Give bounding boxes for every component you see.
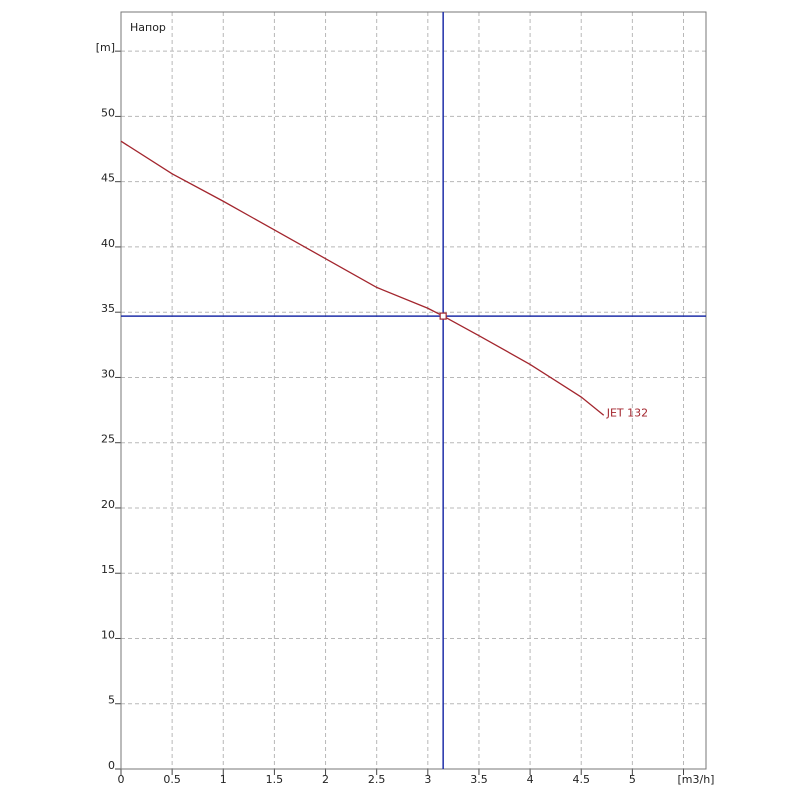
x-tick-label: 3.5 — [470, 773, 488, 786]
series-line — [120, 140, 605, 416]
y-tick-label: 40 — [101, 237, 115, 250]
y-tick-label: 0 — [108, 759, 115, 772]
operating-point — [439, 312, 447, 320]
y-tick-label: 20 — [101, 498, 115, 511]
y-tick-label: 45 — [101, 172, 115, 185]
y-tick-label: [m] — [96, 41, 115, 54]
x-tick-label: [m3/h] — [678, 773, 715, 786]
y-tick-label: 5 — [108, 694, 115, 707]
y-tick-label: 50 — [101, 106, 115, 119]
plot-frame — [120, 11, 707, 770]
x-tick-label: 4.5 — [572, 773, 590, 786]
x-tick-label: 0.5 — [163, 773, 181, 786]
x-tick-label: 3 — [424, 773, 431, 786]
x-tick-label: 1 — [220, 773, 227, 786]
y-tick-label: 10 — [101, 628, 115, 641]
y-tick-label: 30 — [101, 367, 115, 380]
y-tick-label: 25 — [101, 433, 115, 446]
y-tick-label: 15 — [101, 563, 115, 576]
series-label: JET 132 — [606, 406, 648, 419]
x-tick-label: 2.5 — [368, 773, 386, 786]
x-tick-label: 4 — [527, 773, 534, 786]
x-tick-label: 5 — [629, 773, 636, 786]
x-tick-label: 1.5 — [266, 773, 284, 786]
y-tick-label: 35 — [101, 302, 115, 315]
x-tick-label: 0 — [118, 773, 125, 786]
chart-title: Напор — [130, 21, 166, 34]
x-tick-label: 2 — [322, 773, 329, 786]
